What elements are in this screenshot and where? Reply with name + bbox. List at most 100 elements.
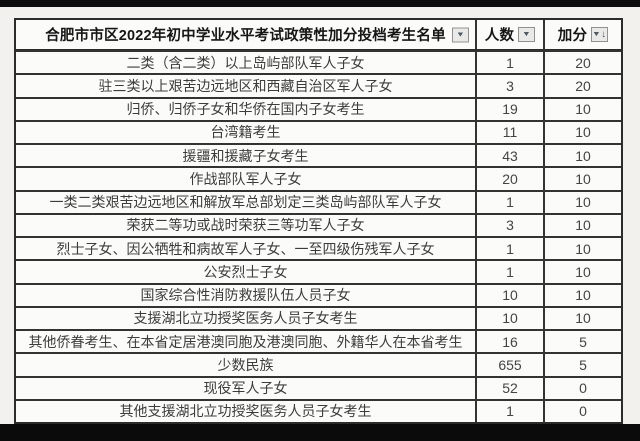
bonus-cell[interactable]: 10 [543, 261, 621, 283]
category-cell[interactable]: 烈士子女、因公牺牲和病故军人子女、一至四级伤残军人子女 [16, 238, 475, 259]
bonus-value: 10 [575, 124, 591, 141]
bonus-value: 10 [575, 310, 591, 327]
count-cell[interactable]: 10 [475, 284, 543, 306]
bonus-cell[interactable]: 10 [543, 121, 621, 143]
count-filter-dropdown-button[interactable]: ▼ [518, 27, 536, 42]
table-row: 现役军人子女 52 0 [16, 375, 621, 399]
bonus-value: 10 [575, 263, 591, 280]
chevron-down-icon: ▼ [591, 31, 602, 38]
header-count-cell[interactable]: 人数 ▼ [475, 20, 543, 49]
table-header-row: 合肥市市区2022年初中学业水平考试政策性加分投档考生名单 ▼ 人数 ▼ 加分 … [16, 20, 621, 50]
count-cell[interactable]: 1 [475, 261, 543, 283]
category-cell[interactable]: 公安烈士子女 [16, 261, 475, 282]
table-row: 二类（含二类）以上岛屿部队军人子女 1 20 [16, 50, 621, 74]
chevron-down-icon: ▼ [522, 31, 532, 38]
chevron-down-icon: ▼ [455, 31, 466, 38]
bottom-letterbox-bar [0, 424, 640, 441]
bonus-cell[interactable]: 10 [543, 238, 621, 260]
bonus-cell[interactable]: 0 [543, 377, 621, 399]
count-value: 1 [506, 263, 514, 280]
category-cell[interactable]: 作战部队军人子女 [16, 168, 475, 189]
table-row: 一类二类艰苦边远地区和解放军总部划定三类岛屿部队军人子女 1 10 [16, 189, 621, 213]
bonus-cell[interactable]: 10 [543, 168, 621, 190]
category-label: 驻三类以上艰苦边远地区和西藏自治区军人子女 [98, 77, 393, 94]
category-cell[interactable]: 归侨、归侨子女和华侨在国内子女考生 [16, 99, 475, 120]
bonus-value: 10 [575, 101, 591, 118]
count-value: 10 [502, 287, 518, 304]
title-filter-dropdown-button[interactable]: ▼ [452, 27, 469, 42]
bonus-value: 10 [575, 194, 591, 211]
bonus-value: 10 [575, 217, 591, 234]
count-cell[interactable]: 655 [475, 354, 543, 376]
table-row: 台湾籍考生 11 10 [16, 119, 621, 143]
count-cell[interactable]: 43 [475, 145, 543, 167]
bonus-cell[interactable]: 20 [543, 52, 621, 74]
count-cell[interactable]: 19 [475, 98, 543, 120]
bonus-value: 0 [579, 403, 587, 420]
bonus-cell[interactable]: 10 [543, 214, 621, 236]
category-cell[interactable]: 少数民族 [16, 354, 475, 375]
category-cell[interactable]: 二类（含二类）以上岛屿部队军人子女 [16, 52, 475, 73]
category-cell[interactable]: 驻三类以上艰苦边远地区和西藏自治区军人子女 [16, 75, 475, 96]
table-row: 烈士子女、因公牺牲和病故军人子女、一至四级伤残军人子女 1 10 [16, 236, 621, 260]
category-cell[interactable]: 其他侨眷考生、在本省定居港澳同胞及港澳同胞、外籍华人在本省考生 [16, 331, 475, 352]
count-cell[interactable]: 1 [475, 191, 543, 213]
category-label: 台湾籍考生 [210, 124, 281, 141]
table-row: 公安烈士子女 1 10 [16, 259, 621, 283]
count-cell[interactable]: 3 [475, 214, 543, 236]
category-cell[interactable]: 支援湖北立功授奖医务人员子女考生 [16, 308, 475, 329]
count-value: 16 [502, 333, 518, 350]
category-label: 援疆和援藏子女考生 [182, 147, 309, 164]
bonus-cell[interactable]: 5 [543, 331, 621, 353]
table-row: 作战部队军人子女 20 10 [16, 166, 621, 190]
table-row: 支援湖北立功授奖医务人员子女考生 10 10 [16, 305, 621, 329]
count-cell[interactable]: 1 [475, 52, 543, 74]
bonus-cell[interactable]: 10 [543, 307, 621, 329]
count-value: 3 [506, 77, 514, 94]
count-value: 52 [502, 380, 518, 397]
category-cell[interactable]: 荣获二等功或战时荣获三等功军人子女 [16, 215, 475, 236]
bonus-cell[interactable]: 5 [543, 354, 621, 376]
count-value: 1 [506, 240, 514, 257]
count-cell[interactable]: 10 [475, 307, 543, 329]
bonus-value: 10 [575, 170, 591, 187]
count-cell[interactable]: 16 [475, 331, 543, 353]
bonus-filter-sort-button[interactable]: ▼ ↓ [591, 27, 609, 42]
count-cell[interactable]: 11 [475, 121, 543, 143]
bonus-value: 10 [575, 147, 591, 164]
category-cell[interactable]: 国家综合性消防救援队伍人员子女 [16, 285, 475, 306]
bonus-value: 5 [579, 333, 587, 350]
bonus-value: 10 [575, 240, 591, 257]
table-title: 合肥市市区2022年初中学业水平考试政策性加分投档考生名单 [45, 28, 446, 44]
count-value: 3 [506, 217, 514, 234]
category-label: 少数民族 [217, 356, 274, 373]
count-cell[interactable]: 20 [475, 168, 543, 190]
category-cell[interactable]: 援疆和援藏子女考生 [16, 145, 475, 166]
bonus-cell[interactable]: 0 [543, 400, 621, 422]
count-value: 1 [506, 403, 514, 420]
table-row: 其他侨眷考生、在本省定居港澳同胞及港澳同胞、外籍华人在本省考生 16 5 [16, 329, 621, 353]
bonus-cell[interactable]: 10 [543, 191, 621, 213]
category-cell[interactable]: 一类二类艰苦边远地区和解放军总部划定三类岛屿部队军人子女 [16, 192, 475, 213]
count-cell[interactable]: 52 [475, 377, 543, 399]
count-value: 1 [506, 54, 514, 71]
category-cell[interactable]: 其他支援湖北立功授奖医务人员子女考生 [16, 401, 475, 422]
header-title-cell[interactable]: 合肥市市区2022年初中学业水平考试政策性加分投档考生名单 ▼ [16, 20, 475, 49]
count-column-label: 人数 [484, 28, 515, 44]
bonus-cell[interactable]: 10 [543, 98, 621, 120]
count-value: 20 [502, 170, 518, 187]
bonus-cell[interactable]: 10 [543, 145, 621, 167]
category-label: 其他支援湖北立功授奖医务人员子女考生 [119, 403, 372, 420]
top-letterbox-bar [0, 0, 640, 7]
count-cell[interactable]: 1 [475, 238, 543, 260]
bonus-cell[interactable]: 10 [543, 284, 621, 306]
count-cell[interactable]: 1 [475, 400, 543, 422]
bonus-cell[interactable]: 20 [543, 75, 621, 97]
table-row: 少数民族 655 5 [16, 352, 621, 376]
header-bonus-cell[interactable]: 加分 ▼ ↓ [543, 20, 621, 49]
category-cell[interactable]: 台湾籍考生 [16, 122, 475, 143]
category-cell[interactable]: 现役军人子女 [16, 378, 475, 399]
table-row: 驻三类以上艰苦边远地区和西藏自治区军人子女 3 20 [16, 73, 621, 97]
count-value: 19 [502, 101, 518, 118]
count-cell[interactable]: 3 [475, 75, 543, 97]
